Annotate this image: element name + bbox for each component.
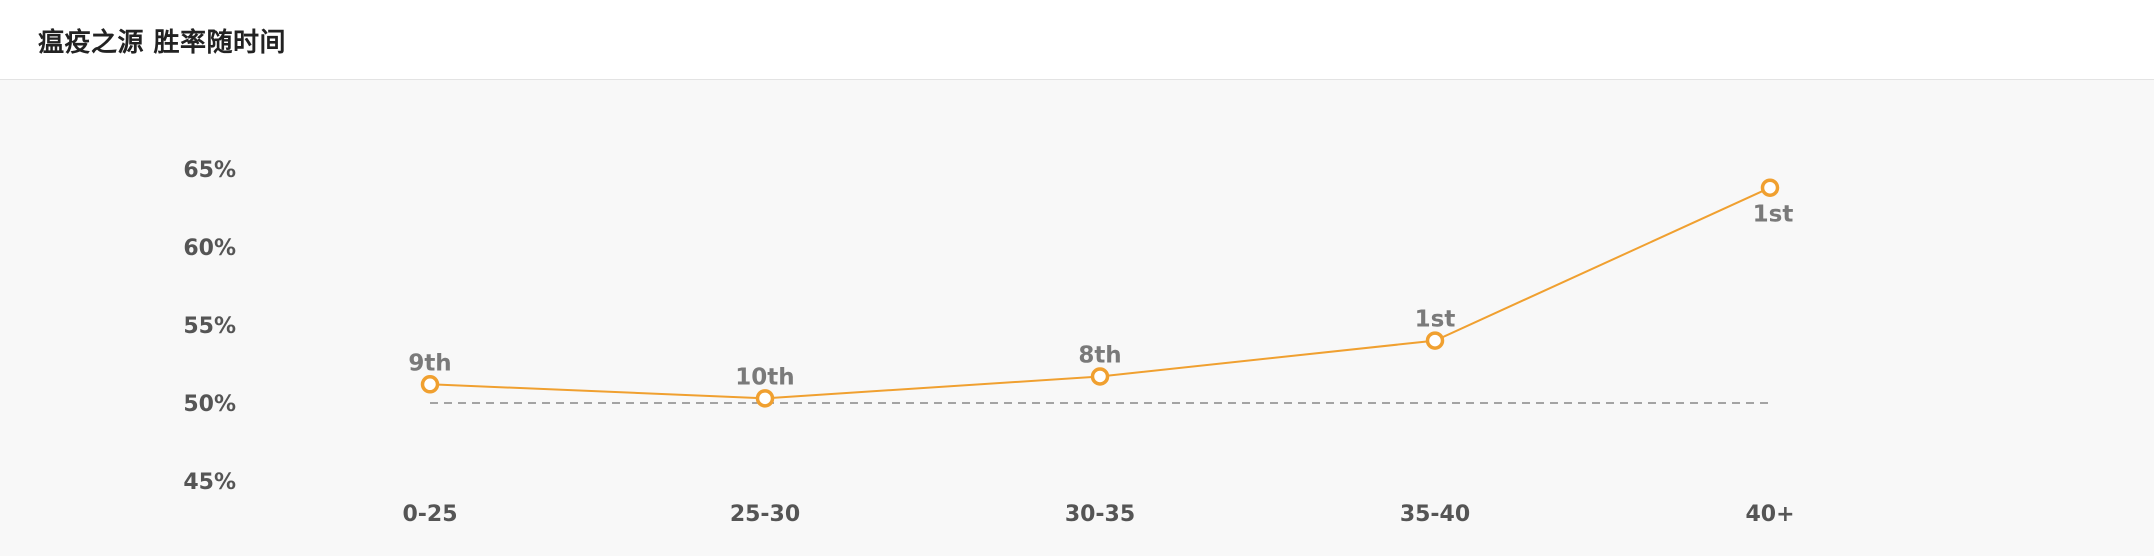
data-point[interactable] bbox=[420, 375, 440, 394]
rank-label-layer: 9th 10th 8th 1st 1st bbox=[408, 202, 1793, 391]
data-point[interactable] bbox=[1760, 178, 1780, 197]
x-tick-label: 30-35 bbox=[1065, 502, 1135, 527]
rank-label: 9th bbox=[408, 350, 451, 376]
rank-label: 8th bbox=[1078, 342, 1121, 368]
y-tick-label: 60% bbox=[183, 236, 236, 261]
chart-area: 65% 60% 55% 50% 45% 0-25 25-30 30-35 35-40 40+ 9… bbox=[0, 80, 2154, 556]
rank-label: 1st bbox=[1753, 202, 1794, 228]
data-point[interactable] bbox=[1425, 331, 1445, 350]
x-tick-label: 35-40 bbox=[1400, 502, 1470, 527]
rank-label: 1st bbox=[1415, 307, 1456, 333]
x-tick-label: 0-25 bbox=[402, 502, 457, 527]
y-axis: 65% 60% 55% 50% 45% bbox=[183, 158, 236, 495]
win-rate-line-chart: 65% 60% 55% 50% 45% 0-25 25-30 30-35 35-40 40+ 9… bbox=[183, 158, 1794, 527]
y-tick-label: 55% bbox=[183, 314, 236, 339]
chart-title: 瘟疫之源 胜率随时间 bbox=[38, 28, 287, 58]
rank-label: 10th bbox=[735, 364, 794, 390]
y-tick-label: 45% bbox=[183, 470, 236, 495]
series-layer bbox=[420, 178, 1780, 408]
chart-header: 瘟疫之源 胜率随时间 bbox=[0, 0, 2154, 80]
data-point[interactable] bbox=[755, 389, 775, 408]
data-point[interactable] bbox=[1090, 367, 1110, 386]
x-tick-label: 25-30 bbox=[730, 502, 800, 527]
x-axis: 0-25 25-30 30-35 35-40 40+ bbox=[402, 502, 1794, 527]
x-tick-label: 40+ bbox=[1745, 502, 1794, 527]
y-tick-label: 50% bbox=[183, 392, 236, 417]
y-tick-label: 65% bbox=[183, 158, 236, 183]
